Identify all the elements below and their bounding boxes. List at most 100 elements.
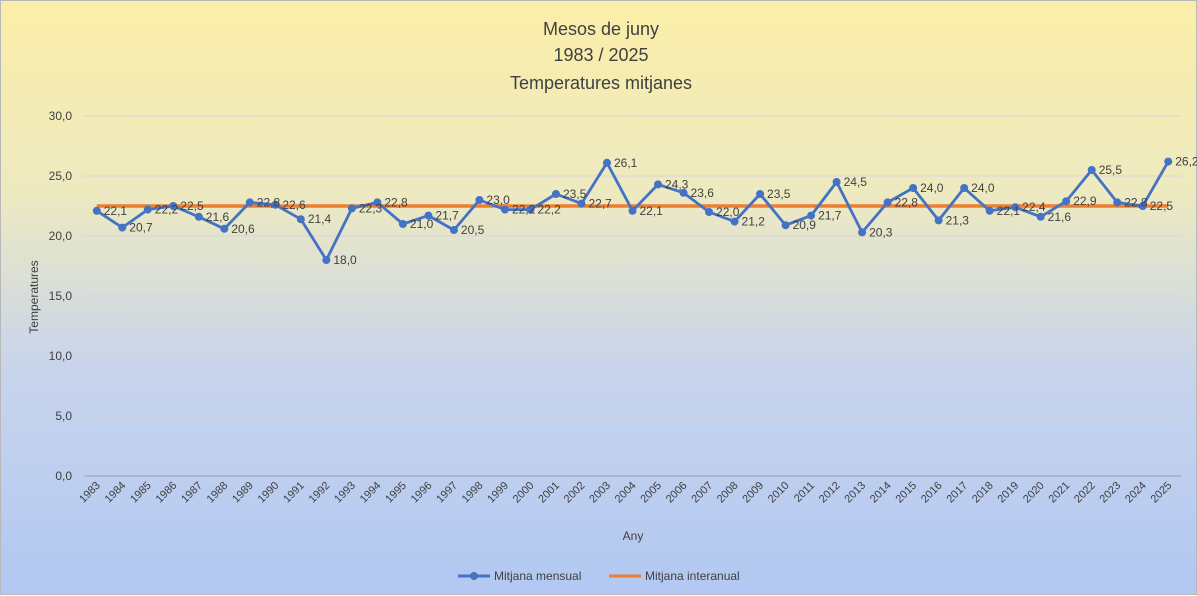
y-tick-label: 20,0 bbox=[49, 229, 73, 243]
data-point bbox=[475, 196, 484, 204]
data-labels: 22,120,722,2 22,521,620,622,8 22,621,418,0… bbox=[104, 155, 1197, 267]
x-tick-label: 2016 bbox=[919, 480, 945, 506]
data-point bbox=[296, 215, 305, 224]
data-label: 21,7 bbox=[818, 209, 842, 223]
data-point bbox=[1138, 202, 1147, 210]
data-label: 26,1 bbox=[614, 156, 638, 170]
legend: Mitjana mensual Mitjana interanual bbox=[458, 569, 740, 583]
x-tick-label: 1996 bbox=[409, 480, 435, 506]
data-label: 24,0 bbox=[920, 181, 944, 195]
y-tick-label: 5,0 bbox=[55, 409, 72, 423]
legend-label-mitjana-interanual: Mitjana interanual bbox=[645, 569, 740, 583]
x-tick-label: 2012 bbox=[817, 480, 843, 506]
x-tick-label: 1985 bbox=[128, 480, 154, 506]
data-point bbox=[934, 216, 943, 225]
data-point bbox=[526, 205, 535, 214]
x-tick-label: 2014 bbox=[868, 480, 894, 506]
chart-title-line-1: Mesos de juny bbox=[543, 19, 659, 39]
data-point bbox=[1113, 198, 1122, 207]
legend-marker-dot-mitjana-mensual bbox=[470, 572, 478, 580]
data-point bbox=[424, 211, 433, 220]
x-tick-label: 2019 bbox=[995, 480, 1021, 506]
data-point bbox=[883, 198, 892, 207]
x-tick-label: 2004 bbox=[613, 480, 639, 506]
data-label: 22,9 bbox=[1073, 194, 1097, 208]
data-label: 24,3 bbox=[665, 177, 689, 191]
x-tick-label: 1992 bbox=[307, 480, 333, 506]
x-tick-label: 1989 bbox=[230, 480, 256, 506]
data-point bbox=[92, 206, 101, 215]
data-label: 21,7 bbox=[435, 209, 459, 223]
data-point bbox=[118, 223, 127, 232]
data-point bbox=[705, 208, 714, 216]
x-tick-label: 2011 bbox=[792, 480, 817, 505]
data-label: 24,5 bbox=[844, 175, 868, 189]
data-label: 22,1 bbox=[997, 204, 1021, 218]
y-tick-label: 15,0 bbox=[49, 289, 73, 303]
data-label: 23,5 bbox=[767, 187, 791, 201]
data-point bbox=[654, 180, 663, 189]
data-point bbox=[194, 212, 203, 221]
data-label: 22,2 bbox=[537, 203, 561, 217]
data-point bbox=[756, 190, 765, 198]
y-tick-label: 10,0 bbox=[49, 349, 73, 363]
x-tick-label: 2020 bbox=[1021, 480, 1047, 506]
x-tick-label: 2021 bbox=[1047, 480, 1073, 506]
x-tick-label: 2024 bbox=[1123, 480, 1149, 506]
x-tick-label: 2007 bbox=[689, 480, 715, 506]
x-tick-label: 1997 bbox=[434, 480, 460, 506]
y-tick-label: 0,0 bbox=[55, 469, 72, 483]
x-axis-ticks: 1983 1984 1985 1986 1987 1988 1989 1990 1991 1992… bbox=[77, 480, 1174, 506]
data-point bbox=[628, 206, 637, 215]
y-tick-label: 30,0 bbox=[49, 109, 73, 123]
data-label: 22,8 bbox=[384, 195, 408, 209]
data-point bbox=[143, 205, 152, 214]
data-point bbox=[449, 226, 458, 234]
data-label: 26,2 bbox=[1175, 155, 1197, 169]
x-tick-label: 2025 bbox=[1149, 480, 1175, 506]
data-label: 22,8 bbox=[895, 195, 919, 209]
data-label: 20,5 bbox=[461, 223, 485, 237]
data-point bbox=[169, 202, 178, 210]
data-label: 20,9 bbox=[793, 218, 817, 232]
data-label: 21,0 bbox=[410, 217, 434, 231]
data-label: 25,5 bbox=[1099, 163, 1123, 177]
x-tick-label: 2013 bbox=[842, 480, 868, 506]
y-axis-ticks: 0,0 5,0 10,0 15,0 20,0 25,0 30,0 bbox=[49, 109, 73, 483]
data-label: 22,6 bbox=[282, 198, 306, 212]
x-tick-label: 1995 bbox=[383, 480, 409, 506]
data-point bbox=[858, 228, 867, 237]
data-point bbox=[1087, 166, 1096, 174]
x-tick-label: 2006 bbox=[664, 480, 690, 506]
series-mitjana-mensual bbox=[92, 157, 1173, 264]
data-point bbox=[373, 198, 382, 207]
x-tick-label: 1986 bbox=[154, 480, 180, 506]
grid-lines bbox=[84, 115, 1181, 477]
x-tick-label: 1991 bbox=[281, 480, 307, 506]
x-tick-label: 1994 bbox=[358, 480, 384, 506]
x-tick-label: 1998 bbox=[460, 480, 486, 506]
data-label: 23,0 bbox=[486, 193, 510, 207]
x-tick-label: 2017 bbox=[944, 480, 970, 506]
data-point bbox=[577, 199, 586, 208]
x-tick-label: 2002 bbox=[562, 480, 588, 506]
data-point bbox=[679, 188, 688, 197]
data-point bbox=[909, 184, 918, 192]
data-label: 21,4 bbox=[308, 212, 332, 226]
x-tick-label: 1990 bbox=[256, 480, 282, 506]
data-point bbox=[398, 220, 407, 228]
data-label: 22,4 bbox=[1022, 200, 1046, 214]
x-axis-title: Any bbox=[623, 529, 644, 543]
data-label: 22,0 bbox=[716, 205, 740, 219]
x-tick-label: 2001 bbox=[536, 480, 562, 506]
data-label: 23,5 bbox=[563, 187, 587, 201]
data-point bbox=[271, 200, 280, 209]
data-point bbox=[960, 184, 969, 192]
data-point bbox=[1164, 157, 1173, 166]
x-tick-label: 1987 bbox=[179, 480, 205, 506]
data-point bbox=[245, 198, 254, 207]
data-label: 22,1 bbox=[104, 204, 128, 218]
data-point bbox=[781, 221, 790, 230]
